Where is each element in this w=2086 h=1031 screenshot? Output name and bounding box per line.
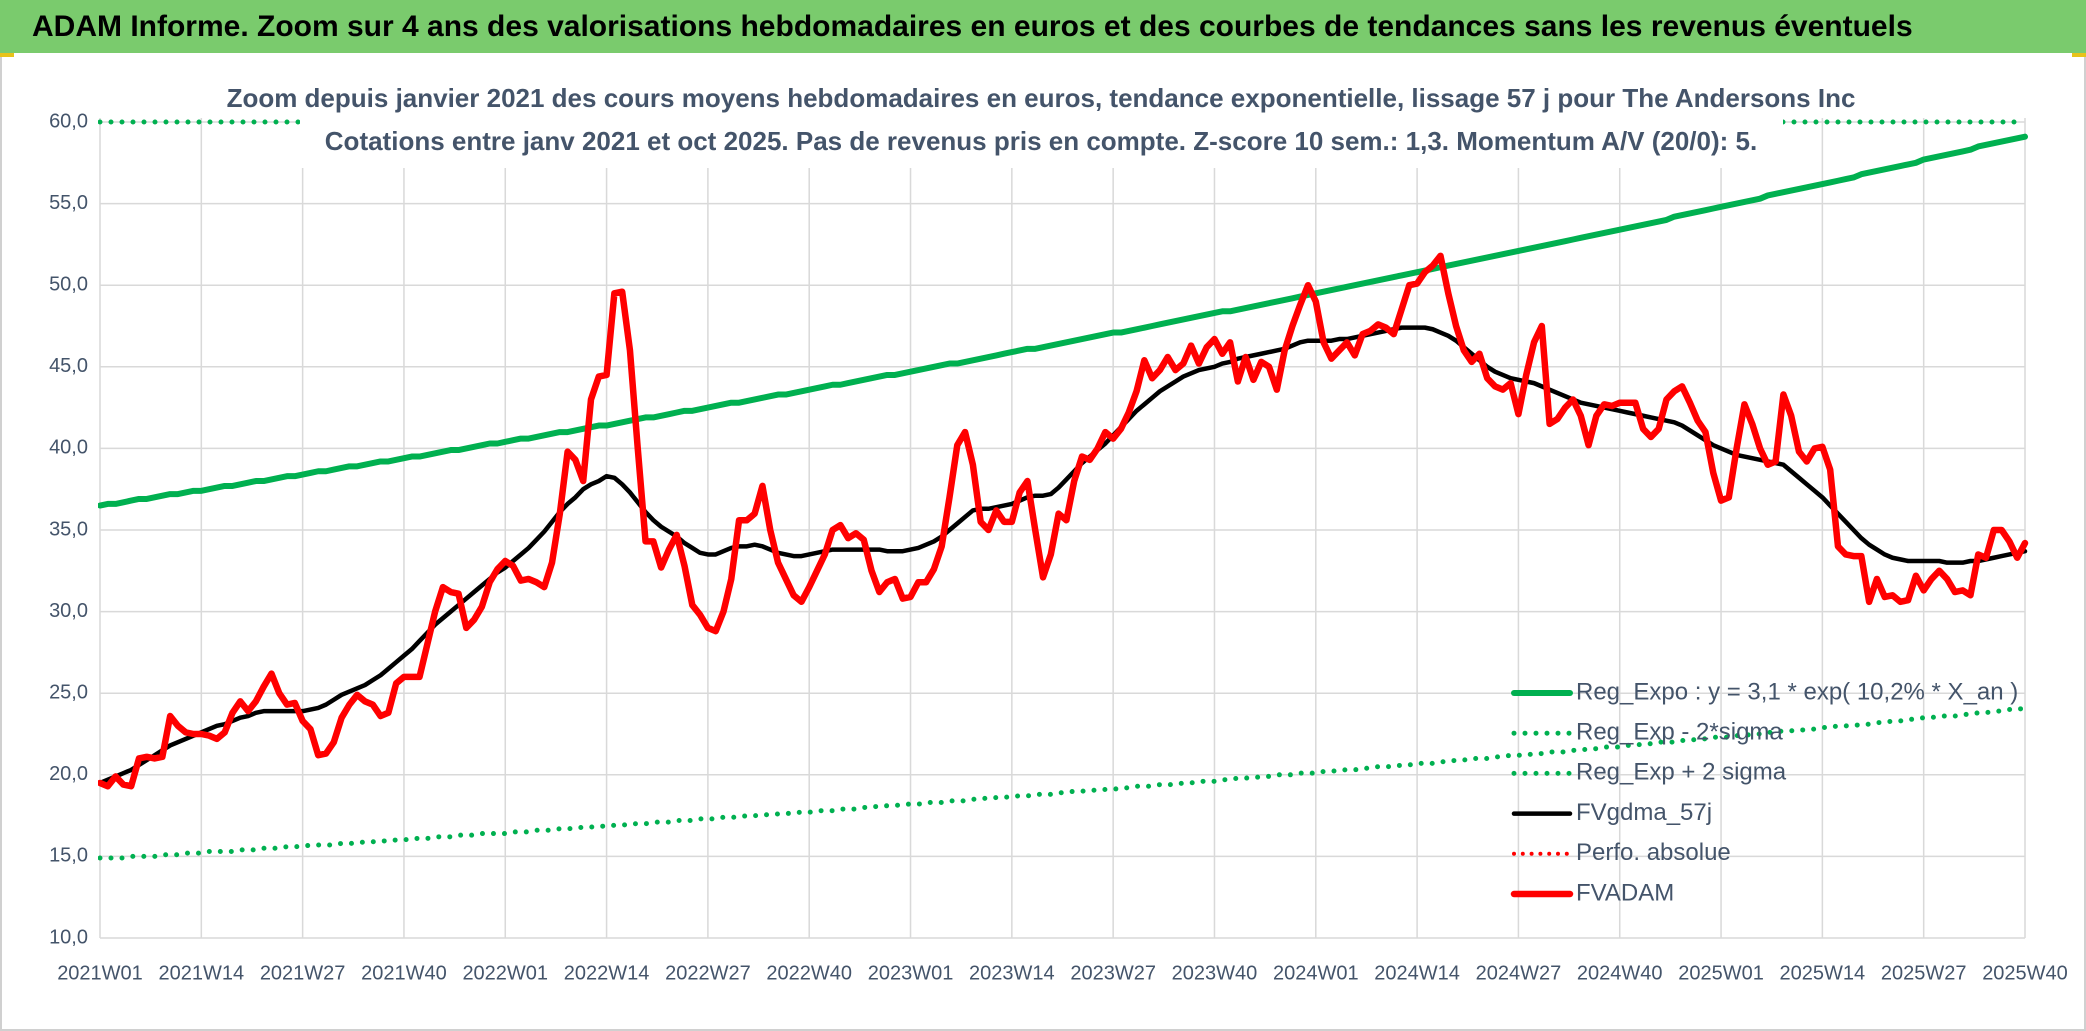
legend-label: FVgdma_57j [1576,799,1712,826]
title-banner [0,0,2086,53]
x-tick-label: 2025W14 [1780,962,1866,984]
grid: 10,0 15,0 20,0 25,0 30,0 35,0 40,0 45,0 50,0 55,0… [49,110,2068,984]
x-tick-label: 2025W01 [1678,962,1764,984]
y-tick-label: 30,0 [49,600,88,622]
x-tick-label: 2022W27 [665,962,751,984]
y-tick-label: 35,0 [49,518,88,540]
x-tick-label: 2022W40 [766,962,852,984]
y-tick-label: 45,0 [49,355,88,377]
x-tick-label: 2022W01 [462,962,548,984]
series-line [98,252,2029,790]
y-tick-label: 55,0 [49,192,88,214]
legend-label: FVADAM [1576,879,1674,906]
y-tick-label: 60,0 [49,110,88,132]
y-tick-label: 50,0 [49,273,88,295]
x-tick-label: 2023W01 [868,962,954,984]
x-tick-label: 2025W27 [1881,962,1967,984]
y-tick-label: 25,0 [49,681,88,703]
x-tick-label: 2024W27 [1476,962,1562,984]
series-line [98,705,2028,861]
legend-label: Reg_Expo : y = 3,1 * exp( 10,2% * X_an ) [1576,678,2018,705]
x-tick-label: 2023W27 [1070,962,1156,984]
y-tick-label: 10,0 [49,926,88,948]
x-tick-label: 2024W01 [1273,962,1359,984]
y-tick-label: 40,0 [49,437,88,459]
x-tick-label: 2024W14 [1374,962,1460,984]
x-tick-label: 2021W27 [260,962,346,984]
x-tick-label: 2023W14 [969,962,1055,984]
x-tick-label: 2023W40 [1172,962,1258,984]
legend-label: Reg_Exp - 2*sigma [1576,719,1783,746]
subtitle-box [300,78,1783,168]
legend: Reg_Expo : y = 3,1 * exp( 10,2% * X_an )… [1510,678,2018,906]
legend-label: Reg_Exp + 2 sigma [1576,759,1787,786]
x-tick-label: 2021W14 [159,962,245,984]
y-tick-label: 20,0 [49,763,88,785]
series-line [98,133,2028,509]
subtitle: Zoom depuis janvier 2021 des cours moyen… [227,83,1856,113]
y-tick-label: 15,0 [49,845,88,867]
x-tick-label: 2024W40 [1577,962,1663,984]
x-tick-label: 2022W14 [564,962,650,984]
chart-title: ADAM Informe. Zoom sur 4 ans des valoris… [32,10,1913,43]
subtitle: Cotations entre janv 2021 et oct 2025. P… [325,126,1757,156]
x-tick-label: 2025W40 [1982,962,2068,984]
overlay: Zoom depuis janvier 2021 des cours moyen… [227,78,1856,168]
corner-mark [2072,53,2086,57]
x-tick-label: 2021W01 [57,962,143,984]
corner-mark [0,53,14,57]
x-tick-label: 2021W40 [361,962,447,984]
legend-label: Perfo. absolue [1576,839,1731,866]
